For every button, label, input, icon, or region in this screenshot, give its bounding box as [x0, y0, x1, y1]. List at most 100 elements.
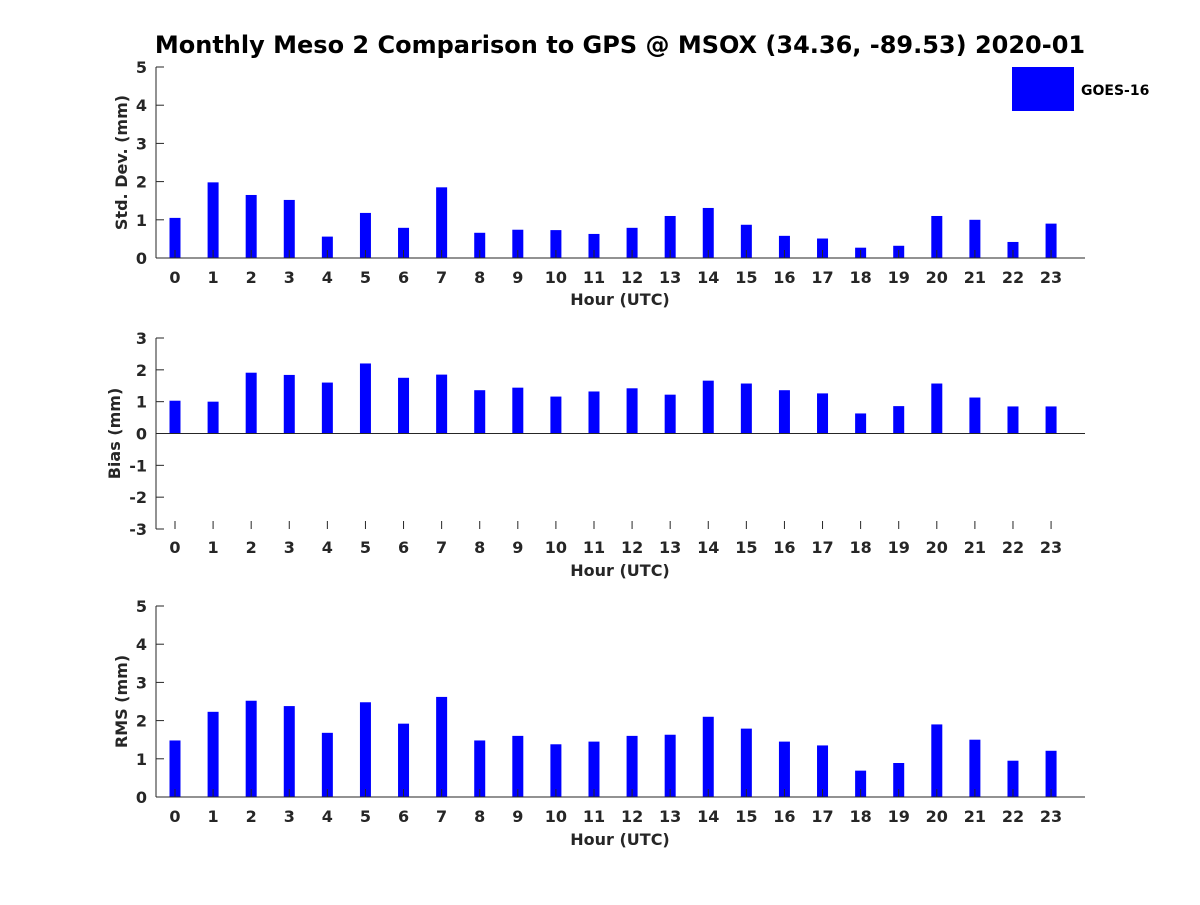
bar-rms-hour-10: [550, 744, 562, 797]
x-tick-label: 15: [735, 807, 757, 826]
y-tick-label: 5: [136, 58, 147, 77]
x-tick-label: 12: [621, 807, 643, 826]
bar-std-hour-8: [474, 232, 486, 258]
bar-bias-hour-2: [245, 372, 257, 434]
x-tick-label: 0: [169, 268, 180, 287]
x-tick-label: 3: [284, 807, 295, 826]
x-tick-label: 6: [398, 807, 409, 826]
bar-std-hour-2: [245, 194, 257, 258]
x-tick-label: 2: [246, 538, 257, 557]
bar-rms-hour-3: [283, 706, 295, 797]
y-tick-label: 3: [136, 673, 147, 692]
x-tick-label: 18: [849, 538, 871, 557]
x-tick-label: 13: [659, 807, 681, 826]
x-tick-label: 2: [246, 268, 257, 287]
x-tick-label: 9: [512, 268, 523, 287]
bar-bias-hour-8: [474, 390, 486, 434]
x-tick-label: 14: [697, 538, 719, 557]
x-tick-label: 9: [512, 807, 523, 826]
y-tick-label: 0: [136, 425, 147, 444]
x-tick-label: 20: [926, 268, 948, 287]
bar-rms-hour-0: [169, 740, 181, 797]
x-tick-label: 16: [773, 807, 795, 826]
bar-bias-hour-6: [398, 377, 410, 434]
x-tick-label: 2: [246, 807, 257, 826]
x-tick-label: 11: [583, 268, 605, 287]
bar-std-hour-1: [207, 182, 219, 258]
y-tick-label: 2: [136, 361, 147, 380]
x-tick-label: 0: [169, 538, 180, 557]
x-tick-label: 21: [964, 807, 986, 826]
bar-std-hour-22: [1007, 241, 1019, 258]
x-tick-label: 14: [697, 268, 719, 287]
bar-bias-hour-0: [169, 400, 181, 434]
bar-bias-hour-16: [778, 390, 790, 434]
bar-std-hour-9: [512, 229, 524, 258]
bar-bias-hour-21: [969, 397, 981, 434]
x-tick-label: 17: [811, 268, 833, 287]
bar-bias-hour-15: [740, 383, 752, 434]
bar-std-hour-3: [283, 199, 295, 258]
x-tick-label: 20: [926, 807, 948, 826]
x-tick-label: 7: [436, 268, 447, 287]
legend-swatch-goes-16: [1012, 67, 1074, 111]
y-tick-label: 3: [136, 329, 147, 348]
x-tick-label: 5: [360, 807, 371, 826]
y-tick-label: 1: [136, 393, 147, 412]
x-tick-label: 4: [322, 538, 333, 557]
bar-rms-hour-18: [855, 770, 867, 797]
x-tick-label: 7: [436, 538, 447, 557]
bar-rms-hour-16: [778, 741, 790, 797]
bar-rms-hour-6: [398, 723, 410, 797]
bar-rms-hour-2: [245, 700, 257, 797]
bar-rms-hour-22: [1007, 760, 1019, 797]
bar-std-hour-11: [588, 233, 600, 258]
bar-bias-hour-9: [512, 387, 524, 434]
legend-label-goes-16: GOES-16: [1081, 83, 1149, 99]
bar-bias-hour-20: [931, 383, 943, 434]
bar-bias-hour-10: [550, 396, 562, 434]
y-tick-label: 1: [136, 211, 147, 230]
bar-std-hour-12: [626, 227, 638, 258]
x-tick-label: 8: [474, 268, 485, 287]
x-tick-label: 8: [474, 538, 485, 557]
y-tick-label: 4: [136, 96, 147, 115]
bar-bias-hour-11: [588, 391, 600, 434]
y-tick-label: 0: [136, 249, 147, 268]
y-tick-label: 5: [136, 597, 147, 616]
x-tick-label: 13: [659, 538, 681, 557]
bar-rms-hour-23: [1045, 750, 1057, 797]
x-tick-label: 19: [888, 268, 910, 287]
x-tick-label: 1: [208, 538, 219, 557]
y-axis-label: Bias (mm): [105, 388, 124, 480]
bar-std-hour-23: [1045, 223, 1057, 258]
y-axis-label: Std. Dev. (mm): [112, 95, 131, 230]
x-tick-label: 17: [811, 807, 833, 826]
x-tick-label: 22: [1002, 268, 1024, 287]
bar-std-hour-13: [664, 215, 676, 258]
bar-bias-hour-22: [1007, 406, 1019, 434]
y-axis-label: RMS (mm): [112, 655, 131, 748]
bar-rms-hour-20: [931, 724, 943, 797]
bar-bias-hour-1: [207, 401, 219, 434]
y-tick-label: -2: [129, 488, 147, 507]
bar-bias-hour-12: [626, 388, 638, 434]
bar-rms-hour-1: [207, 711, 219, 797]
x-tick-label: 7: [436, 807, 447, 826]
bar-bias-hour-23: [1045, 406, 1057, 434]
y-tick-label: 4: [136, 635, 147, 654]
x-tick-label: 19: [888, 807, 910, 826]
bar-std-hour-10: [550, 230, 562, 258]
x-tick-label: 17: [811, 538, 833, 557]
x-axis-label: Hour (UTC): [570, 561, 670, 580]
x-tick-label: 19: [888, 538, 910, 557]
bar-rms-hour-21: [969, 739, 981, 797]
y-tick-label: 0: [136, 788, 147, 807]
bar-rms-hour-9: [512, 735, 524, 797]
x-tick-label: 0: [169, 807, 180, 826]
bar-std-hour-21: [969, 219, 981, 258]
